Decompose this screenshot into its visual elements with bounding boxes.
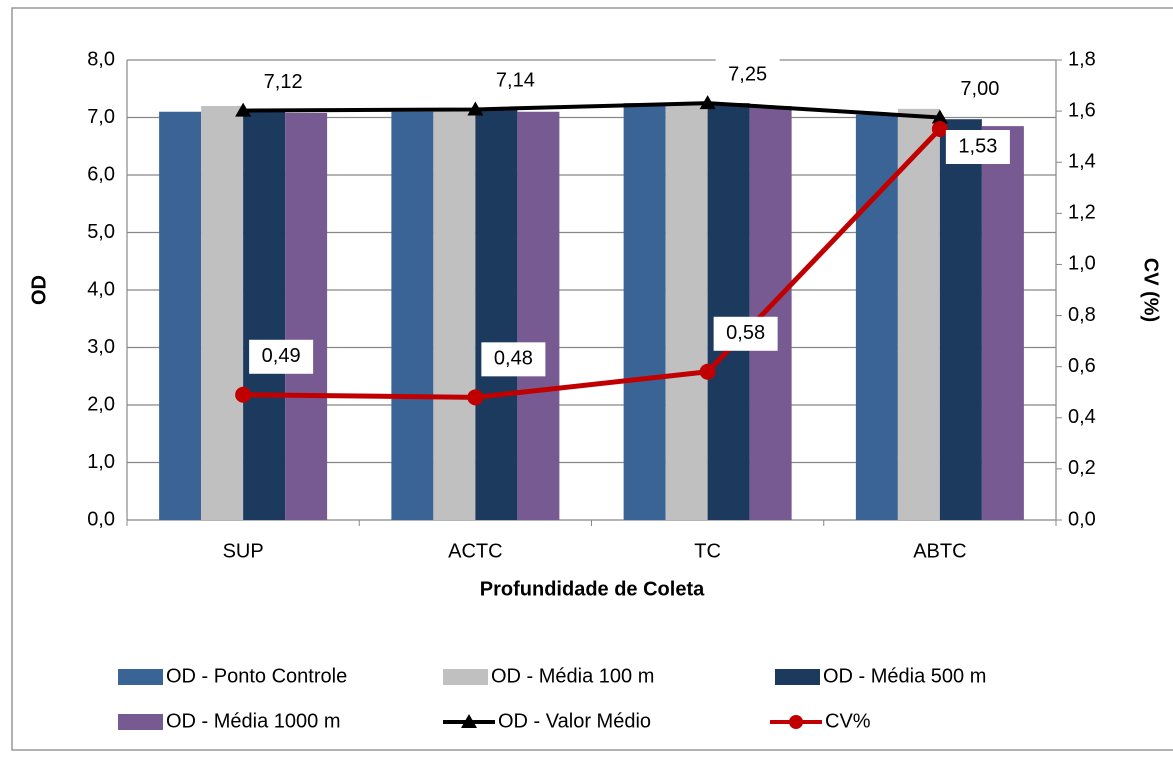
x-tick-label: TC [694,540,721,562]
line [243,127,942,400]
x-tick-label: ABTC [913,540,966,562]
label-box [945,130,1010,164]
y-tick-label: 8,0 [87,48,115,70]
y-tick-label: 6,0 [87,163,115,185]
label-box [715,58,780,93]
y2-axis-title: CV (%) [1140,258,1162,322]
legend-label: OD - Média 100 m [491,665,654,687]
y2-tick-label: 1,2 [1068,202,1096,224]
y2-tick-label: 1,6 [1068,99,1096,121]
bar [707,103,750,520]
y-tick-label: 5,0 [87,221,115,243]
marker [931,121,948,137]
label-box [481,342,546,377]
data-label: 0,48 [494,348,533,370]
label-box [713,316,778,351]
y-tick-label: 4,0 [87,278,115,300]
bar [623,103,666,520]
y2-tick-label: 1,4 [1068,151,1096,173]
x-tick-label: ACTC [448,540,502,562]
bar [285,112,328,521]
bar [391,111,434,520]
bar [981,126,1024,520]
marker [699,363,716,380]
y2-tick-label: 0,0 [1068,508,1096,530]
data-label: 7,14 [496,70,535,92]
y2-tick-label: 0,4 [1068,406,1096,428]
data-label: 7,12 [264,71,303,93]
legend-label: OD - Média 500 m [823,665,986,687]
label-box [251,65,316,100]
line [243,101,940,120]
data-label: 0,49 [262,345,301,367]
data-label: 0,58 [726,322,765,344]
legend-label: CV% [825,710,871,732]
data-label: 7,00 [960,78,999,100]
bar [897,108,940,520]
bar [939,119,982,520]
legend-marker [789,715,803,729]
label-box [483,64,548,99]
label-box [947,72,1012,107]
y-axis-title: OD [28,275,50,305]
y-tick-label: 0,0 [87,508,115,530]
bar [475,108,518,520]
bar [243,111,286,520]
legend-swatch [118,714,163,730]
y-tick-label: 1,0 [87,451,115,473]
x-tick-label: SUP [223,540,264,562]
legend-label: OD - Média 1000 m [166,710,341,732]
bar [517,111,560,520]
y2-tick-label: 0,8 [1068,304,1096,326]
y2-tick-label: 0,2 [1068,457,1096,479]
bar [159,111,202,520]
marker [699,95,716,110]
y-tick-label: 3,0 [87,336,115,358]
marker [235,102,252,117]
marker [467,101,484,116]
y2-tick-label: 1,8 [1068,48,1096,70]
y2-tick-label: 1,0 [1068,253,1096,275]
bar [855,114,898,520]
bar [749,106,792,520]
bar [665,103,708,520]
data-label: 1,53 [958,135,997,157]
y2-tick-label: 0,6 [1068,355,1096,377]
bar [433,111,476,520]
legend-swatch [443,669,488,685]
bar [201,106,244,520]
data-label: 7,25 [728,63,767,85]
x-axis-title: Profundidade de Coleta [480,578,705,600]
legend-swatch [775,669,820,685]
legend-label: OD - Ponto Controle [166,665,347,687]
y-tick-label: 2,0 [87,393,115,415]
legend-label: OD - Valor Médio [498,710,651,732]
legend-swatch [118,669,163,685]
legend-marker [461,714,477,728]
marker [235,386,252,403]
y-tick-label: 7,0 [87,106,115,128]
marker [931,109,948,124]
marker [467,389,484,406]
label-box [249,339,314,374]
